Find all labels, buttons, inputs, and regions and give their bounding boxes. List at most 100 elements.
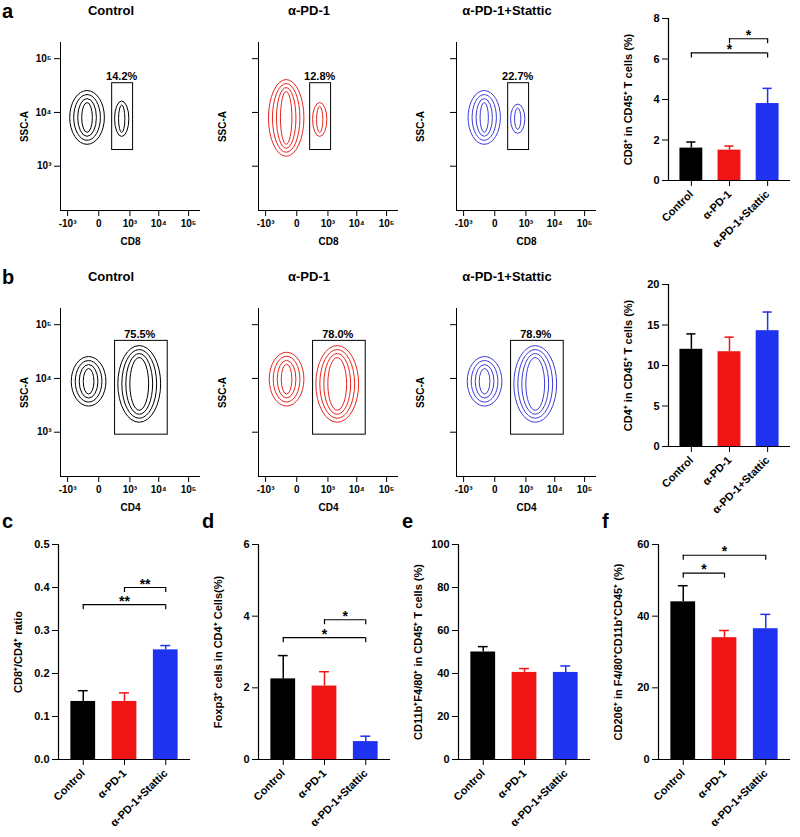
svg-text:α-PD-1+Stattic: α-PD-1+Stattic [710, 454, 772, 516]
svg-text:10⁵: 10⁵ [379, 484, 395, 495]
svg-text:α-PD-1: α-PD-1 [95, 767, 129, 801]
svg-text:-10³: -10³ [257, 218, 275, 229]
svg-text:0: 0 [96, 484, 102, 495]
svg-text:**: ** [140, 576, 151, 592]
svg-text:0: 0 [653, 174, 659, 186]
svg-text:78.0%: 78.0% [322, 328, 353, 340]
svg-text:10⁴: 10⁴ [151, 218, 167, 229]
svg-text:10⁵: 10⁵ [181, 218, 197, 229]
svg-text:75.5%: 75.5% [124, 328, 155, 340]
svg-text:0: 0 [96, 218, 102, 229]
svg-text:10⁵: 10⁵ [577, 484, 593, 495]
svg-text:8: 8 [653, 12, 659, 24]
svg-text:Foxp3⁺ cells in CD4⁺ Cells(%): Foxp3⁺ cells in CD4⁺ Cells(%) [212, 576, 224, 729]
svg-text:60: 60 [437, 624, 449, 636]
svg-text:SSC-A: SSC-A [217, 377, 228, 408]
svg-text:CD4: CD4 [120, 502, 140, 513]
svg-text:10³: 10³ [321, 218, 336, 229]
svg-text:10⁴: 10⁴ [349, 484, 365, 495]
svg-text:5: 5 [653, 400, 659, 412]
svg-text:10⁴: 10⁴ [349, 218, 365, 229]
svg-text:10⁵: 10⁵ [181, 484, 197, 495]
svg-text:4: 4 [653, 93, 660, 105]
svg-text:SSC-A: SSC-A [415, 111, 426, 142]
svg-text:α-PD-1: α-PD-1 [700, 188, 734, 222]
svg-text:0.1: 0.1 [34, 710, 49, 722]
svg-text:10³: 10³ [519, 484, 534, 495]
svg-text:10³: 10³ [37, 160, 52, 171]
svg-text:10⁴: 10⁴ [35, 373, 51, 384]
svg-text:0.4: 0.4 [34, 581, 50, 593]
svg-text:CD11b⁺F4/80⁺ in CD45⁺ T cells: CD11b⁺F4/80⁺ in CD45⁺ T cells (%) [412, 564, 424, 740]
svg-text:CD8: CD8 [516, 236, 536, 247]
svg-text:20: 20 [637, 681, 649, 693]
svg-text:*: * [727, 41, 733, 57]
svg-text:SSC-A: SSC-A [415, 377, 426, 408]
svg-text:0: 0 [294, 484, 300, 495]
svg-text:0: 0 [653, 440, 659, 452]
svg-text:Control: Control [651, 767, 687, 803]
svg-text:CD8: CD8 [318, 236, 338, 247]
svg-text:0: 0 [492, 484, 498, 495]
svg-text:-10³: -10³ [455, 218, 473, 229]
svg-text:100: 100 [431, 538, 449, 550]
svg-text:10⁴: 10⁴ [35, 107, 51, 118]
svg-text:α-PD-1+Stattic: α-PD-1+Stattic [308, 767, 370, 829]
svg-text:Control: Control [51, 767, 87, 803]
svg-text:10³: 10³ [37, 426, 52, 437]
svg-text:0: 0 [243, 753, 249, 765]
svg-text:0.5: 0.5 [34, 538, 49, 550]
svg-text:10⁴: 10⁴ [547, 484, 563, 495]
svg-text:CD8⁺/CD4⁺ ratio: CD8⁺/CD4⁺ ratio [12, 611, 24, 693]
svg-text:0.3: 0.3 [34, 624, 49, 636]
svg-text:CD4⁺ in CD45⁺ T cells (%): CD4⁺ in CD45⁺ T cells (%) [622, 299, 634, 431]
svg-text:10⁵: 10⁵ [577, 218, 593, 229]
svg-text:0: 0 [643, 753, 649, 765]
svg-text:60: 60 [637, 538, 649, 550]
svg-text:20: 20 [437, 710, 449, 722]
svg-text:10⁵: 10⁵ [36, 319, 52, 330]
svg-text:0.2: 0.2 [34, 667, 49, 679]
svg-text:CD8⁺ in CD45⁺ T cells (%): CD8⁺ in CD45⁺ T cells (%) [622, 33, 634, 165]
svg-text:*: * [722, 543, 728, 559]
svg-text:0.0: 0.0 [34, 753, 49, 765]
svg-text:CD4: CD4 [516, 502, 536, 513]
svg-text:10³: 10³ [123, 218, 138, 229]
svg-text:*: * [746, 27, 752, 43]
svg-text:α-PD-1+Stattic: α-PD-1+Stattic [508, 767, 570, 829]
svg-text:10⁴: 10⁴ [151, 484, 167, 495]
svg-text:4: 4 [243, 610, 250, 622]
svg-text:α-PD-1: α-PD-1 [700, 454, 734, 488]
svg-text:14.2%: 14.2% [106, 70, 137, 82]
svg-text:*: * [322, 626, 328, 642]
svg-text:2: 2 [243, 681, 249, 693]
svg-text:*: * [342, 608, 348, 624]
svg-text:SSC-A: SSC-A [217, 111, 228, 142]
svg-text:Control: Control [659, 454, 695, 490]
svg-text:-10³: -10³ [59, 218, 77, 229]
svg-text:α-PD-1: α-PD-1 [495, 767, 529, 801]
svg-text:SSC-A: SSC-A [19, 111, 30, 142]
svg-text:Control: Control [659, 188, 695, 224]
svg-text:-10³: -10³ [257, 484, 275, 495]
svg-text:6: 6 [243, 538, 249, 550]
svg-text:SSC-A: SSC-A [19, 377, 30, 408]
svg-text:α-PD-1+Stattic: α-PD-1+Stattic [708, 767, 770, 829]
svg-text:10³: 10³ [519, 218, 534, 229]
svg-text:CD8: CD8 [120, 236, 140, 247]
svg-text:10³: 10³ [321, 484, 336, 495]
svg-text:10⁴: 10⁴ [547, 218, 563, 229]
svg-text:20: 20 [647, 278, 659, 290]
svg-text:*: * [701, 561, 707, 577]
svg-text:-10³: -10³ [59, 484, 77, 495]
svg-text:40: 40 [637, 610, 649, 622]
svg-text:15: 15 [647, 319, 659, 331]
svg-text:10: 10 [647, 359, 659, 371]
svg-text:α-PD-1+Stattic: α-PD-1+Stattic [108, 767, 170, 829]
svg-text:22.7%: 22.7% [502, 70, 533, 82]
svg-text:80: 80 [437, 581, 449, 593]
svg-text:6: 6 [653, 53, 659, 65]
svg-text:α-PD-1+Stattic: α-PD-1+Stattic [710, 188, 772, 250]
svg-text:CD4: CD4 [318, 502, 338, 513]
svg-text:0: 0 [492, 218, 498, 229]
